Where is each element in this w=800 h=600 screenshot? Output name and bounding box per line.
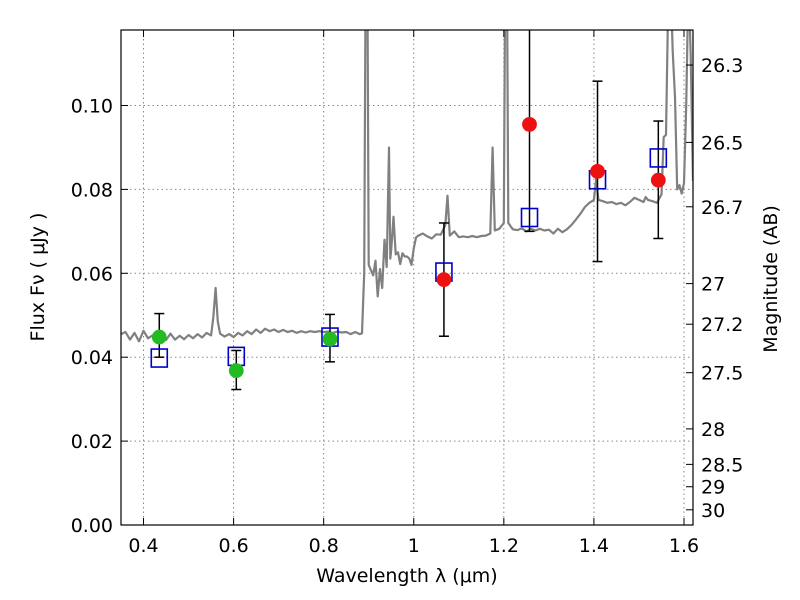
x-tick-label: 1.2: [489, 535, 519, 557]
magnitude-tick-label: 26.5: [701, 132, 743, 154]
axis-ticks: 0.4 0.6 0.8 1 1.2 1.4 1.6 0.00 0.02 0.04 0.06 0.08 0…: [71, 30, 743, 557]
x-tick-label: 0.6: [218, 535, 248, 557]
x-tick-label: 1: [408, 535, 420, 557]
nir-point: [522, 116, 537, 132]
magnitude-tick-label: 28.5: [701, 454, 743, 476]
x-axis-label: Wavelength λ (μm): [316, 565, 497, 587]
y-tick-label: 0.04: [71, 347, 113, 369]
nir-point: [590, 163, 605, 179]
grid: [121, 30, 693, 526]
data-points: [151, 116, 666, 379]
optical-point: [322, 331, 338, 347]
magnitude-tick-label: 30: [701, 500, 725, 522]
x-tick-label: 1.4: [579, 535, 609, 557]
optical-point: [228, 363, 244, 379]
magnitude-tick-label: 27.2: [701, 314, 743, 336]
x-tick-label: 0.8: [309, 535, 339, 557]
plot-frame: [120, 29, 694, 526]
y-tick-label: 0.02: [71, 431, 113, 453]
nir-point: [436, 272, 452, 287]
x-tick-label: 0.4: [128, 535, 158, 557]
y-axis-label: Flux Fν ( μJy ): [27, 213, 49, 342]
model-box: [150, 348, 169, 368]
model-box: [649, 148, 668, 168]
spectrum-line: [121, 30, 693, 343]
error-bars: [154, 30, 664, 391]
y2-axis-label: Magnitude (AB): [760, 205, 782, 353]
magnitude-tick-label: 26.3: [701, 55, 743, 77]
y-tick-label: 0.00: [71, 515, 113, 537]
magnitude-tick-label: 27.5: [701, 363, 743, 385]
model-box: [520, 207, 539, 228]
magnitude-tick-label: 26.7: [701, 197, 743, 219]
nir-point: [650, 172, 666, 188]
x-tick-label: 1.6: [669, 535, 699, 557]
y-tick-label: 0.10: [71, 96, 113, 118]
optical-point: [151, 329, 167, 345]
y-tick-label: 0.06: [71, 263, 113, 285]
model-spectrum: [121, 30, 693, 343]
y-tick-label: 0.08: [71, 179, 113, 201]
magnitude-tick-label: 28: [701, 419, 725, 441]
magnitude-tick-label: 29: [701, 477, 725, 499]
magnitude-tick-label: 27: [701, 274, 725, 296]
